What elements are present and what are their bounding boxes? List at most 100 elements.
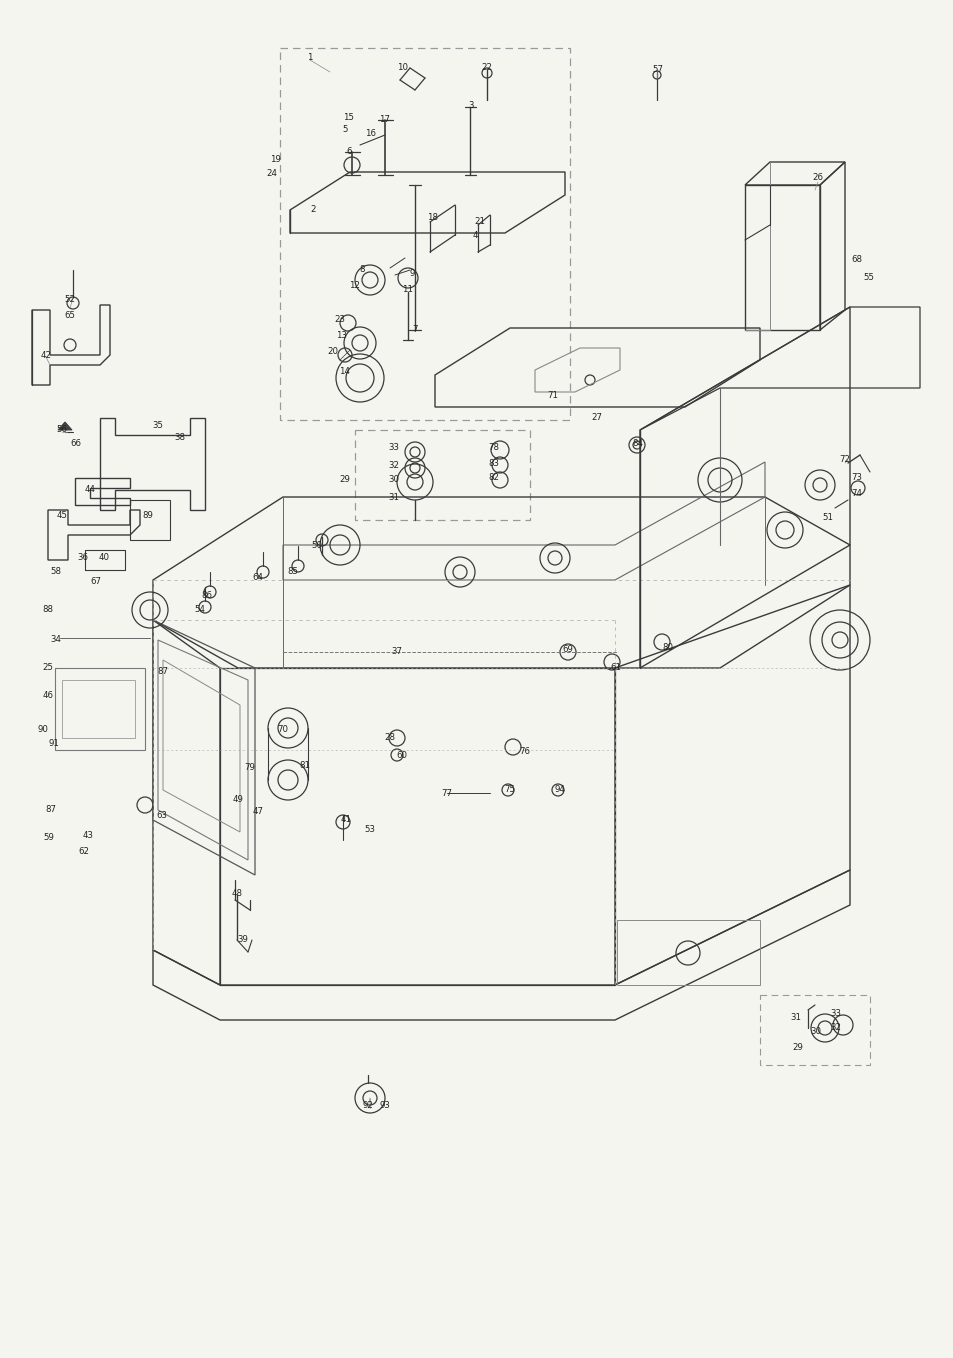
Text: 70: 70	[277, 725, 288, 735]
Text: 29: 29	[792, 1043, 802, 1052]
Text: 65: 65	[65, 311, 75, 319]
Text: 66: 66	[71, 439, 81, 448]
Text: 83: 83	[488, 459, 499, 467]
Text: 32: 32	[830, 1024, 841, 1032]
Text: 33: 33	[830, 1009, 841, 1017]
Text: 53: 53	[364, 826, 375, 835]
Text: 41: 41	[340, 816, 351, 824]
Text: 30: 30	[810, 1028, 821, 1036]
Text: 68: 68	[851, 255, 862, 265]
Text: 49: 49	[233, 796, 243, 804]
Text: 35: 35	[152, 421, 163, 429]
Text: 6: 6	[346, 148, 352, 156]
Text: 61: 61	[610, 664, 620, 672]
Text: 36: 36	[77, 554, 89, 562]
Text: 44: 44	[85, 486, 95, 494]
Text: 40: 40	[98, 554, 110, 562]
Text: 94: 94	[554, 785, 565, 794]
Text: 43: 43	[82, 831, 93, 839]
Text: 25: 25	[43, 664, 53, 672]
Text: 27: 27	[591, 413, 602, 422]
Text: 48: 48	[232, 888, 242, 898]
Text: 81: 81	[299, 760, 310, 770]
Text: 26: 26	[812, 172, 822, 182]
Text: 42: 42	[40, 350, 51, 360]
Text: 54: 54	[194, 606, 205, 615]
Text: 13: 13	[336, 330, 347, 340]
Text: 20: 20	[327, 348, 338, 357]
Text: 45: 45	[56, 511, 68, 520]
Text: 75: 75	[504, 785, 515, 794]
Text: 57: 57	[652, 65, 662, 75]
Text: 11: 11	[402, 285, 413, 295]
Text: 51: 51	[821, 512, 833, 521]
Text: 23: 23	[335, 315, 345, 325]
Text: 47: 47	[253, 808, 263, 816]
Text: 22: 22	[481, 64, 492, 72]
Text: 78: 78	[488, 444, 499, 452]
Text: 15: 15	[343, 113, 355, 121]
Text: 60: 60	[396, 751, 407, 759]
Text: 38: 38	[174, 433, 185, 443]
Text: 12: 12	[349, 281, 360, 289]
Text: 56: 56	[56, 425, 68, 435]
Text: 39: 39	[237, 936, 248, 945]
Text: 10: 10	[397, 64, 408, 72]
Text: 32: 32	[388, 460, 399, 470]
Text: 19: 19	[270, 156, 280, 164]
Text: 18: 18	[427, 213, 438, 223]
Text: 46: 46	[43, 690, 53, 699]
Text: 58: 58	[51, 568, 61, 577]
Text: 33: 33	[388, 444, 399, 452]
Text: 50: 50	[312, 540, 322, 550]
Text: 9: 9	[409, 269, 415, 277]
Text: 55: 55	[862, 273, 874, 282]
Text: 3: 3	[468, 100, 474, 110]
Text: 86: 86	[201, 591, 213, 599]
Text: 77: 77	[441, 789, 452, 797]
Text: 73: 73	[851, 473, 862, 482]
Text: 30: 30	[388, 475, 399, 485]
Text: 1: 1	[307, 53, 313, 62]
Text: 14: 14	[339, 368, 350, 376]
Text: 4: 4	[472, 231, 477, 239]
Text: 72: 72	[839, 455, 850, 464]
Text: 62: 62	[78, 847, 90, 857]
Text: 31: 31	[388, 493, 399, 501]
Text: 91: 91	[49, 739, 59, 747]
Text: 21: 21	[474, 217, 485, 227]
Text: 7: 7	[412, 326, 417, 334]
Text: 76: 76	[519, 747, 530, 756]
Text: 2: 2	[310, 205, 315, 215]
Text: 63: 63	[156, 811, 168, 819]
Text: 34: 34	[51, 636, 61, 645]
Polygon shape	[58, 422, 71, 430]
Text: 5: 5	[342, 125, 348, 134]
Text: 24: 24	[266, 170, 277, 178]
Text: 28: 28	[384, 733, 395, 743]
Text: 71: 71	[547, 391, 558, 399]
Text: 52: 52	[65, 296, 75, 304]
Text: 82: 82	[488, 474, 499, 482]
Text: 67: 67	[91, 577, 101, 587]
Text: 59: 59	[44, 834, 54, 842]
Text: 69: 69	[562, 645, 573, 655]
Text: 16: 16	[365, 129, 376, 137]
Text: 93: 93	[379, 1100, 390, 1109]
Text: 31: 31	[790, 1013, 801, 1023]
Text: 90: 90	[37, 725, 49, 735]
Text: 88: 88	[43, 606, 53, 615]
Text: 92: 92	[362, 1100, 373, 1109]
Text: 64: 64	[253, 573, 263, 583]
Text: 74: 74	[851, 489, 862, 498]
Text: 29: 29	[339, 475, 350, 485]
Text: 87: 87	[157, 668, 169, 676]
Text: 79: 79	[244, 763, 255, 773]
Text: 80: 80	[661, 644, 673, 652]
Text: 37: 37	[391, 648, 402, 656]
Text: 84: 84	[632, 439, 643, 448]
Text: 85: 85	[287, 568, 298, 577]
Text: 17: 17	[379, 115, 390, 125]
Text: 8: 8	[359, 266, 364, 274]
Text: 87: 87	[46, 805, 56, 815]
